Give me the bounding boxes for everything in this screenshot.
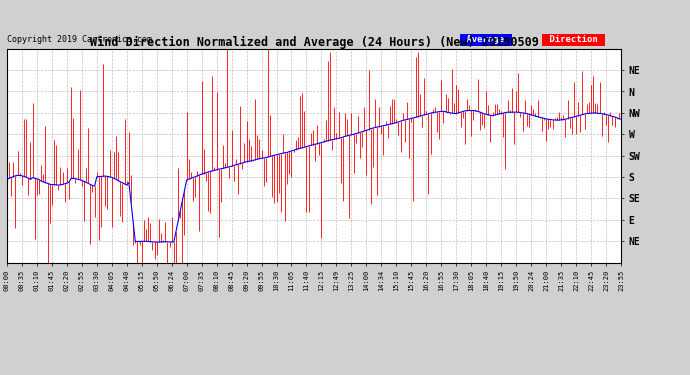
Text: Copyright 2019 Cartronics.com: Copyright 2019 Cartronics.com xyxy=(7,36,152,45)
Text: Average: Average xyxy=(462,36,510,45)
Text: Direction: Direction xyxy=(544,36,603,45)
Title: Wind Direction Normalized and Average (24 Hours) (New) 20190509: Wind Direction Normalized and Average (2… xyxy=(90,36,538,49)
